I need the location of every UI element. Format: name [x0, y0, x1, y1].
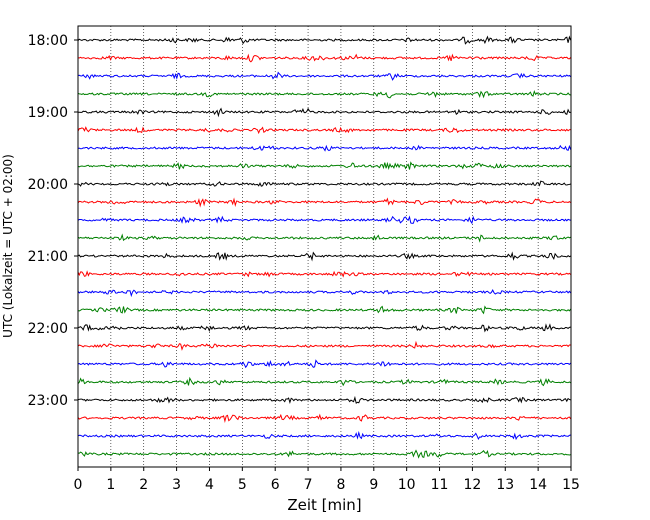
trace-0	[77, 35, 572, 45]
x-axis-ticks: 0 1 2 3 4 5 6 7 8 9 10 11 12 13 14 15	[74, 467, 580, 493]
y-tick-label-0: 18:00	[28, 33, 68, 49]
x-tick-label-15: 15	[562, 477, 580, 493]
plot-frame	[77, 25, 572, 468]
trace-9	[77, 197, 572, 208]
trace-21	[77, 413, 572, 423]
trace-5	[77, 126, 571, 135]
y-tick-label-1: 19:00	[28, 105, 68, 121]
x-tick-label-0: 0	[74, 477, 83, 493]
trace-group	[77, 35, 572, 459]
trace-20	[77, 395, 571, 405]
y-axis-label: UTC (Lokalzeit = UTC + 02:00)	[1, 154, 15, 338]
y-tick-label-5: 23:00	[28, 393, 68, 409]
y-tick-label-2: 20:00	[28, 177, 68, 193]
trace-18	[77, 359, 572, 369]
y-tick-label-3: 21:00	[28, 249, 68, 265]
x-tick-label-4: 4	[205, 477, 214, 493]
trace-16	[77, 323, 571, 333]
trace-12	[77, 251, 571, 262]
trace-3	[77, 90, 571, 99]
trace-2	[77, 71, 572, 81]
trace-13	[77, 270, 572, 278]
x-tick-label-14: 14	[529, 477, 547, 493]
trace-22	[77, 430, 571, 441]
x-tick-label-12: 12	[463, 477, 481, 493]
x-tick-label-6: 6	[271, 477, 280, 493]
trace-4	[77, 107, 571, 118]
x-tick-label-2: 2	[139, 477, 148, 493]
y-tick-label-4: 22:00	[28, 321, 68, 337]
trace-6	[77, 144, 572, 152]
trace-23	[77, 449, 571, 459]
x-tick-label-8: 8	[336, 477, 345, 493]
trace-10	[77, 215, 571, 225]
x-tick-label-11: 11	[431, 477, 449, 493]
x-tick-label-13: 13	[496, 477, 514, 493]
trace-17	[77, 340, 571, 351]
y-axis-ticks: 18:00 19:00 20:00 21:00 22:00 23:00	[28, 33, 78, 409]
trace-15	[77, 305, 572, 315]
trace-7	[77, 161, 571, 170]
trace-14	[77, 289, 572, 298]
trace-1	[77, 53, 572, 63]
x-tick-label-3: 3	[172, 477, 181, 493]
x-tick-label-7: 7	[304, 477, 313, 493]
x-tick-label-10: 10	[398, 477, 416, 493]
trace-11	[77, 233, 571, 243]
trace-8	[77, 180, 571, 187]
trace-19	[77, 376, 571, 387]
x-tick-label-5: 5	[238, 477, 247, 493]
x-tick-label-1: 1	[106, 477, 115, 493]
x-axis-label: Zeit [min]	[287, 496, 361, 514]
x-tick-label-9: 9	[369, 477, 378, 493]
